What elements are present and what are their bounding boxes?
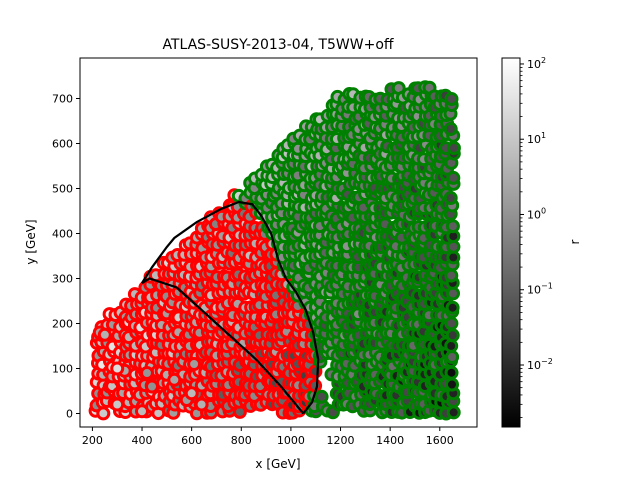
x-axis: 200 400 600 800 1000 1200 1400 1600 [82,427,454,447]
colorbar-label: r [568,239,582,244]
colorbar-tick-label: 10−2 [527,357,553,372]
excluded-point [97,327,112,342]
allowed-point [445,219,460,234]
colorbar-tick-label: 102 [527,56,546,71]
colorbar-ticks: 10−2 10−1 100 101 102 [520,56,553,418]
exclusion-contour [141,200,320,415]
x-tick-label: 1200 [327,434,355,447]
excluded-point [145,379,159,394]
excluded-point [194,397,209,412]
allowed-point [444,365,459,380]
x-tick-label: 1600 [426,434,454,447]
excluded-point [96,406,111,421]
y-tick-label: 300 [52,273,73,286]
x-tick-label: 1000 [277,434,305,447]
excluded-point [135,404,149,419]
y-tick-label: 700 [52,93,73,106]
colorbar-tick-label: 100 [527,206,546,221]
allowed-point [444,316,459,331]
allowed-point [444,268,459,283]
x-axis-label: x [GeV] [255,457,300,471]
x-tick-label: 600 [181,434,202,447]
allowed-point [446,170,461,185]
y-axis: 0 100 200 300 400 500 600 700 [52,93,80,421]
x-tick-label: 1400 [376,434,404,447]
excluded-point [184,386,199,401]
allowed-point [445,350,460,364]
points-layer [88,80,461,421]
y-tick-label: 0 [66,408,73,421]
y-axis-label: y [GeV] [24,219,38,264]
allowed-point [443,191,458,205]
allowed-point [445,328,460,343]
allowed-point [444,92,459,106]
y-tick-label: 400 [52,228,73,241]
x-tick-label: 800 [231,434,252,447]
x-tick-label: 400 [132,434,153,447]
allowed-point [445,300,460,315]
colorbar-tick-label: 101 [527,131,546,146]
excluded-point [110,361,125,376]
y-tick-label: 500 [52,183,73,196]
excluded-point [140,366,154,380]
colorbar-tick-label: 10−1 [527,282,553,297]
allowed-point [314,389,329,404]
allowed-point [445,377,459,392]
y-tick-label: 200 [52,318,73,331]
plot-frame [79,57,478,428]
allowed-point [446,405,461,420]
x-tick-label: 200 [82,434,103,447]
excluded-point [167,372,182,387]
y-tick-label: 600 [52,138,73,151]
excluded-point [187,357,202,371]
chart-title: ATLAS-SUSY-2013-04, T5WW+off [162,37,393,53]
allowed-point [443,122,458,136]
allowed-point [446,141,461,155]
y-tick-label: 100 [52,363,73,376]
colorbar [501,57,521,428]
excluded-point [110,397,125,412]
